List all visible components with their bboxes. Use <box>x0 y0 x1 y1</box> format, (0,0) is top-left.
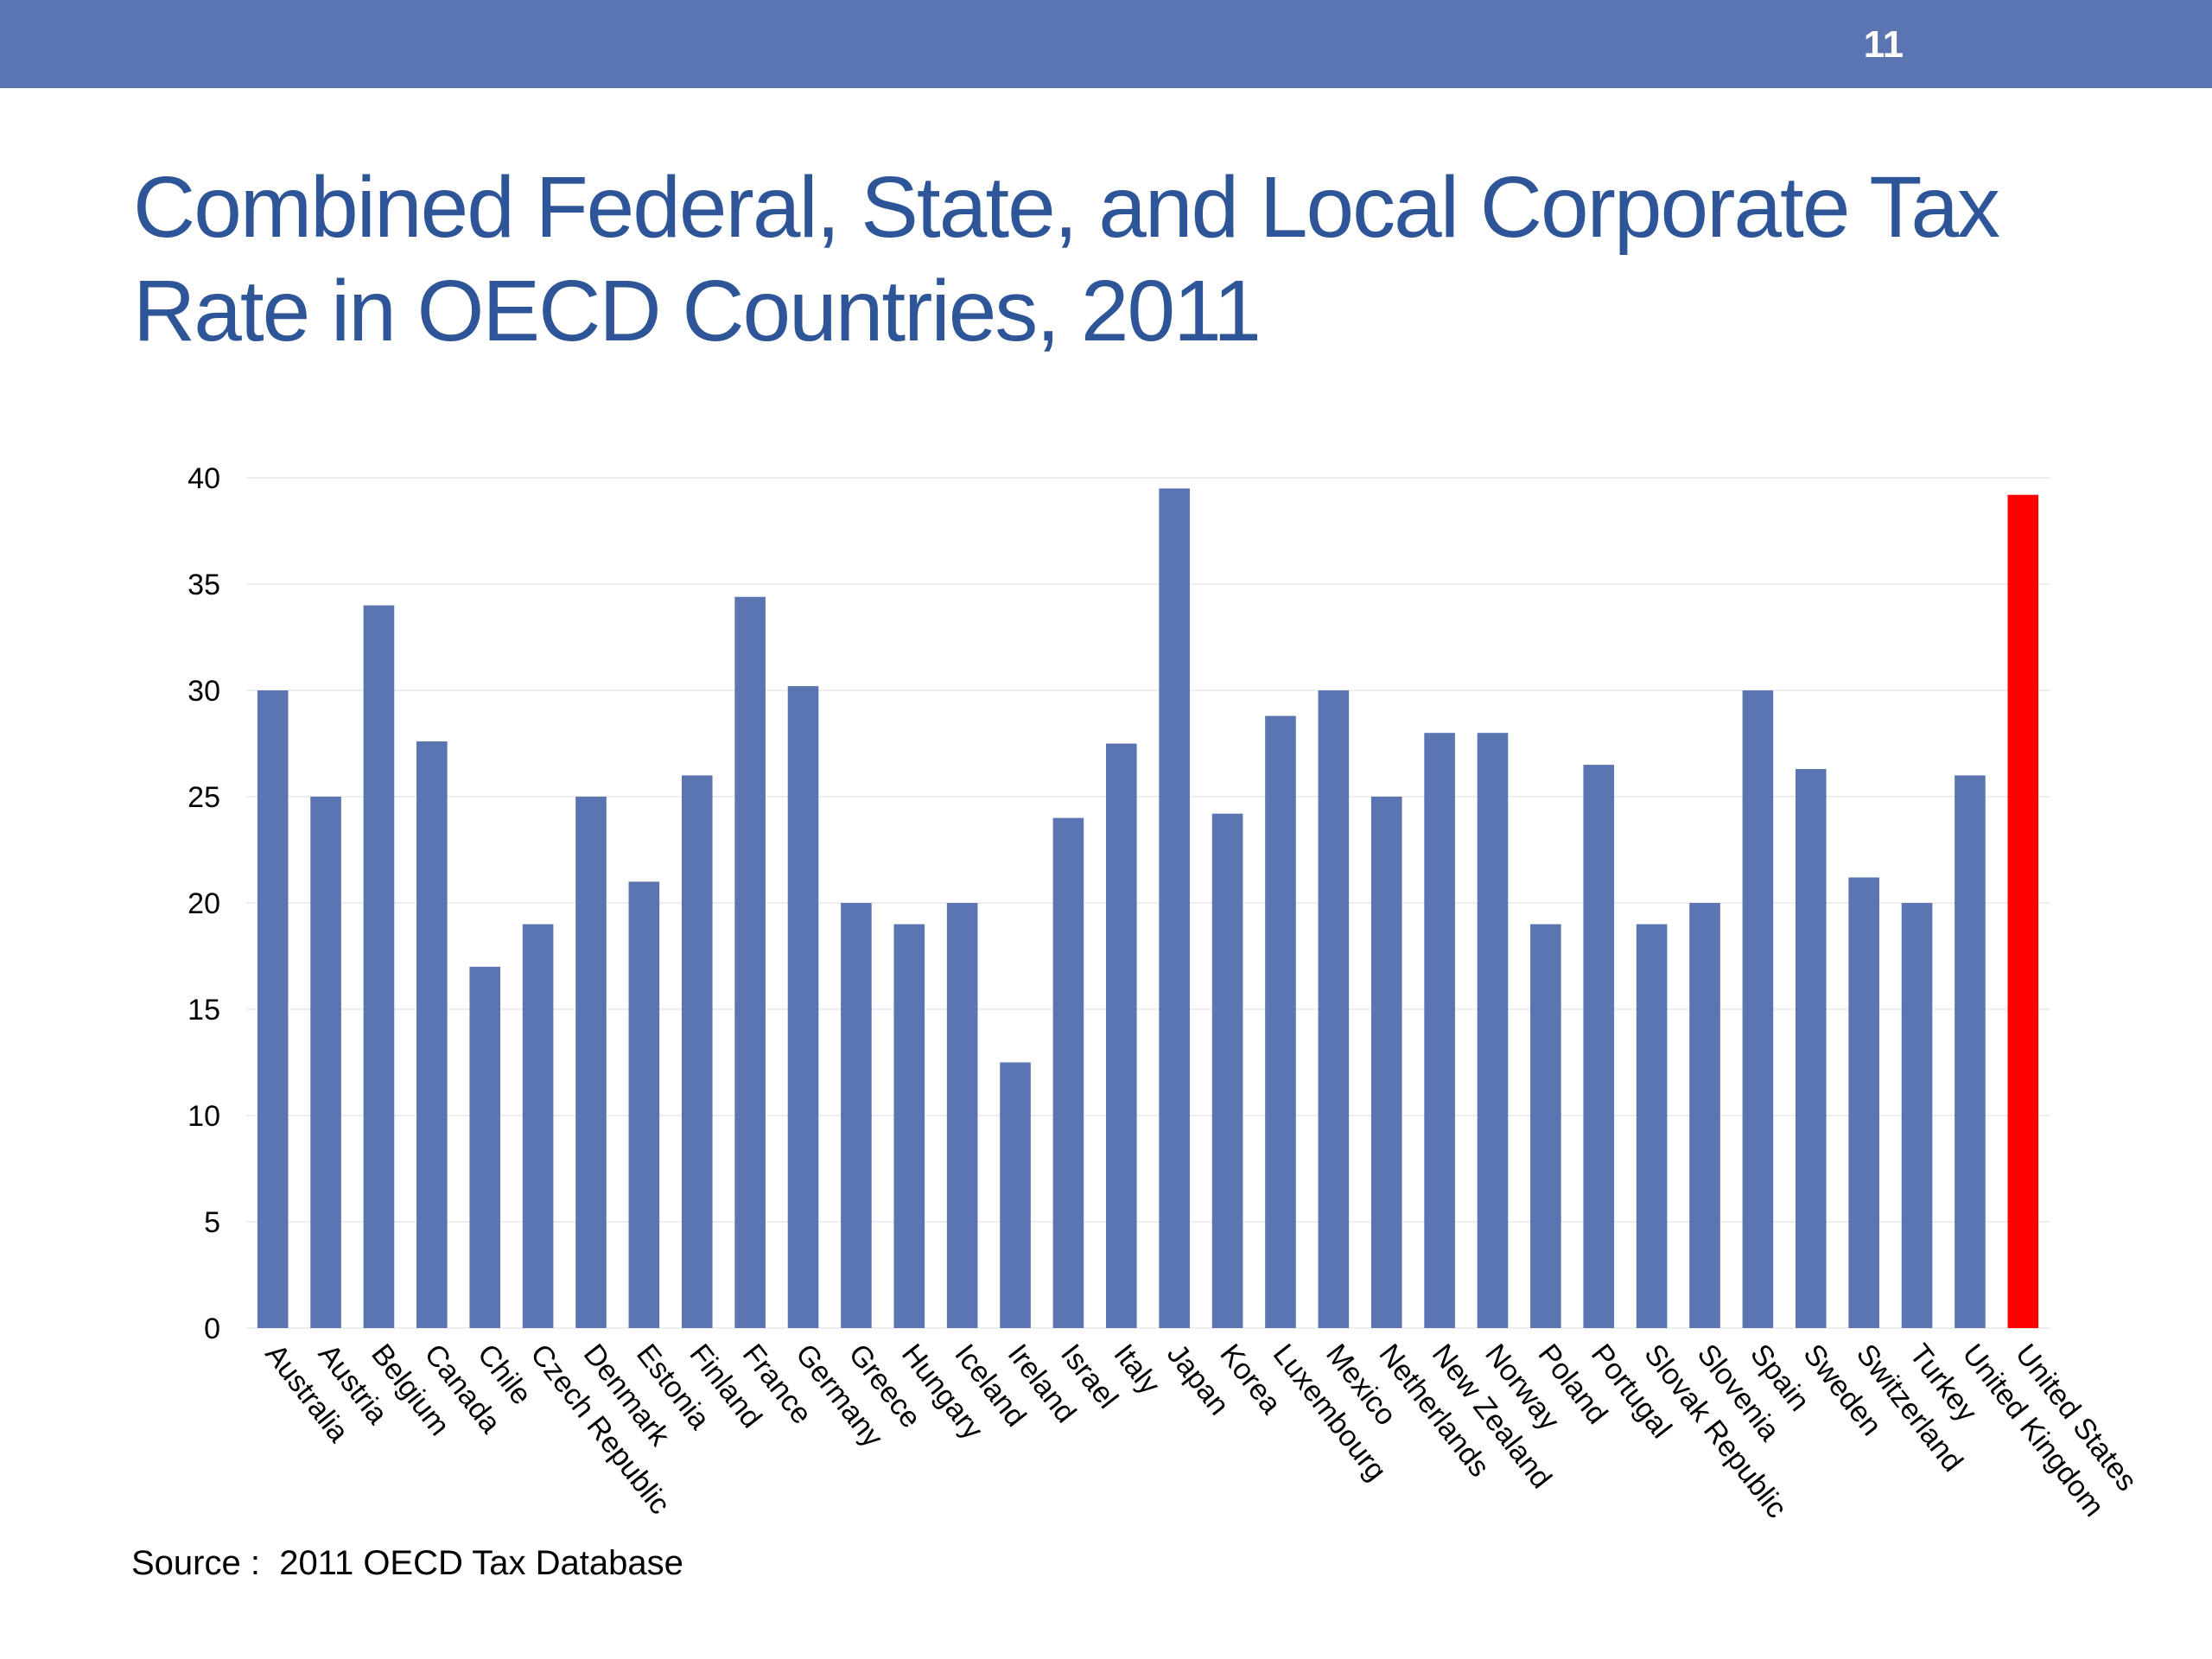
bar <box>628 881 660 1328</box>
bar <box>1583 765 1615 1328</box>
bar <box>469 966 501 1328</box>
bar <box>1000 1062 1031 1328</box>
bar <box>1689 903 1720 1328</box>
bar <box>1265 715 1296 1328</box>
bar <box>787 686 819 1328</box>
bar <box>893 924 925 1328</box>
bar <box>1901 903 1933 1328</box>
bar <box>1795 769 1827 1328</box>
bar <box>522 924 554 1328</box>
header-bar: 11 <box>0 0 2212 88</box>
bar-highlighted <box>2007 494 2039 1328</box>
slide-title-line-1: Combined Federal, State, and Local Corpo… <box>133 159 2000 256</box>
bar <box>1318 690 1350 1328</box>
slide-title: Combined Federal, State, and Local Corpo… <box>133 156 2120 363</box>
bar <box>1848 877 1879 1328</box>
source-note: Source : 2011 OECD Tax Database <box>131 1544 683 1582</box>
bar <box>1211 813 1243 1328</box>
gridlines <box>246 477 2050 1329</box>
bar <box>416 741 448 1328</box>
y-axis-ticks: 0 5 10 15 20 25 30 35 40 <box>188 462 220 1345</box>
y-tick-label: 20 <box>188 887 220 920</box>
y-tick-label: 35 <box>188 569 220 601</box>
bar <box>841 903 872 1328</box>
y-tick-label: 10 <box>188 1100 220 1133</box>
bar <box>734 596 766 1328</box>
bar <box>310 797 341 1328</box>
y-tick-label: 25 <box>188 781 220 814</box>
y-tick-label: 40 <box>188 462 220 495</box>
bar <box>946 903 978 1328</box>
bar <box>575 797 607 1328</box>
bar <box>257 690 289 1328</box>
bar <box>1424 733 1455 1328</box>
bar <box>1636 924 1668 1328</box>
bar <box>363 605 395 1328</box>
y-tick-label: 0 <box>204 1313 220 1345</box>
bar <box>1530 924 1561 1328</box>
bar <box>681 775 713 1328</box>
bar <box>1052 817 1084 1328</box>
bars <box>257 488 2039 1328</box>
bar <box>1159 488 1190 1328</box>
y-tick-label: 5 <box>204 1206 220 1239</box>
page-number: 11 <box>1863 23 1904 66</box>
y-tick-label: 15 <box>188 994 220 1027</box>
y-tick-label: 30 <box>188 675 220 708</box>
x-axis-labels: AustraliaAustriaBelgiumCanadaChileCzech … <box>258 1338 2143 1525</box>
slide-title-line-2: Rate in OECD Countries, 2011 <box>133 263 1262 359</box>
bar <box>1955 775 1986 1328</box>
bar <box>1742 690 1774 1328</box>
bar <box>1106 743 1137 1328</box>
bar <box>1477 733 1509 1328</box>
bar <box>1370 797 1402 1328</box>
